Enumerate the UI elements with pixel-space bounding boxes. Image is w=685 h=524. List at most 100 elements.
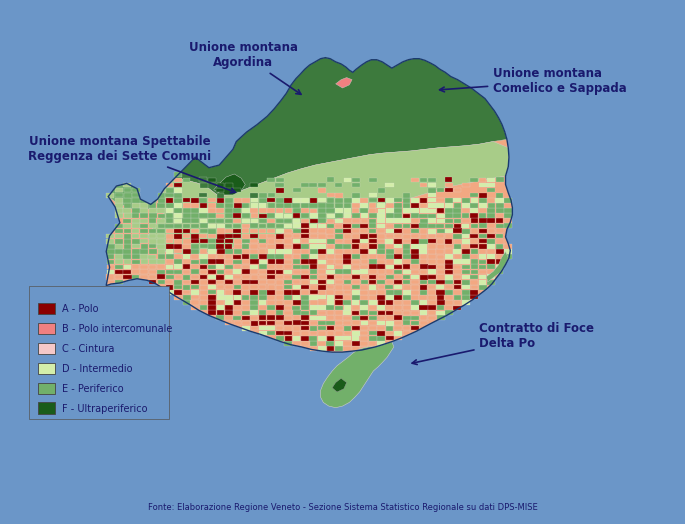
Polygon shape [453, 213, 461, 218]
Polygon shape [453, 285, 461, 289]
Polygon shape [216, 285, 224, 289]
Polygon shape [343, 275, 351, 279]
Polygon shape [335, 341, 342, 346]
Polygon shape [199, 234, 207, 238]
Polygon shape [208, 270, 216, 274]
Polygon shape [419, 295, 427, 300]
Polygon shape [319, 321, 325, 325]
Polygon shape [242, 311, 249, 315]
Polygon shape [318, 285, 326, 290]
Polygon shape [479, 244, 486, 249]
Polygon shape [377, 255, 385, 259]
Polygon shape [419, 244, 427, 248]
Polygon shape [487, 234, 495, 238]
Polygon shape [106, 249, 114, 254]
Polygon shape [250, 265, 258, 269]
Polygon shape [199, 178, 208, 182]
Polygon shape [369, 275, 377, 279]
Polygon shape [183, 234, 190, 238]
Polygon shape [436, 198, 445, 202]
Polygon shape [487, 259, 495, 264]
Polygon shape [487, 213, 495, 218]
Polygon shape [343, 259, 351, 264]
Polygon shape [496, 234, 503, 238]
Polygon shape [292, 325, 300, 331]
Polygon shape [462, 209, 470, 213]
Polygon shape [420, 259, 427, 264]
Polygon shape [318, 188, 326, 192]
Polygon shape [293, 336, 300, 341]
Polygon shape [199, 259, 208, 264]
Polygon shape [377, 219, 385, 223]
Polygon shape [411, 295, 419, 300]
Polygon shape [318, 264, 326, 269]
Polygon shape [386, 269, 393, 275]
Polygon shape [259, 259, 266, 264]
Polygon shape [292, 341, 301, 346]
Polygon shape [149, 280, 156, 285]
Polygon shape [259, 203, 266, 208]
Polygon shape [225, 209, 233, 213]
Polygon shape [292, 239, 300, 243]
Polygon shape [445, 178, 453, 182]
Polygon shape [462, 280, 470, 285]
Polygon shape [369, 264, 377, 269]
Polygon shape [284, 305, 292, 310]
Polygon shape [267, 219, 275, 223]
Polygon shape [267, 198, 275, 202]
Polygon shape [293, 223, 301, 228]
Polygon shape [115, 198, 123, 203]
Polygon shape [225, 234, 233, 238]
Polygon shape [344, 178, 351, 182]
Polygon shape [292, 300, 301, 305]
Polygon shape [327, 336, 334, 341]
Polygon shape [327, 193, 334, 198]
Polygon shape [123, 198, 131, 203]
Polygon shape [327, 208, 334, 213]
Polygon shape [166, 280, 173, 285]
Polygon shape [428, 239, 436, 244]
Polygon shape [335, 219, 342, 223]
Polygon shape [225, 259, 232, 264]
Polygon shape [301, 341, 309, 346]
Polygon shape [428, 249, 436, 254]
Polygon shape [427, 259, 436, 264]
Polygon shape [445, 255, 453, 259]
Polygon shape [107, 254, 114, 259]
Polygon shape [115, 275, 123, 279]
Polygon shape [360, 300, 368, 305]
Polygon shape [505, 219, 512, 223]
Polygon shape [108, 183, 158, 211]
Polygon shape [386, 331, 394, 335]
Polygon shape [386, 290, 394, 294]
Polygon shape [284, 234, 292, 238]
Polygon shape [394, 234, 402, 238]
Polygon shape [462, 183, 470, 187]
Polygon shape [445, 183, 453, 187]
Polygon shape [462, 265, 470, 269]
Polygon shape [275, 224, 284, 228]
Polygon shape [276, 209, 284, 213]
Polygon shape [149, 259, 157, 264]
Polygon shape [166, 229, 174, 233]
Polygon shape [395, 321, 402, 325]
Polygon shape [310, 198, 317, 203]
Polygon shape [352, 249, 360, 254]
Polygon shape [174, 203, 182, 208]
Polygon shape [319, 244, 325, 249]
Polygon shape [284, 208, 292, 213]
Polygon shape [504, 198, 512, 203]
Polygon shape [301, 198, 309, 203]
Polygon shape [377, 280, 385, 284]
Polygon shape [158, 280, 165, 285]
Polygon shape [360, 239, 369, 243]
Polygon shape [251, 321, 258, 325]
Polygon shape [462, 203, 470, 208]
Polygon shape [191, 244, 199, 248]
Polygon shape [284, 336, 292, 341]
Polygon shape [275, 213, 284, 218]
Polygon shape [301, 275, 309, 279]
Polygon shape [488, 203, 495, 208]
Polygon shape [318, 311, 326, 315]
Polygon shape [115, 203, 123, 208]
